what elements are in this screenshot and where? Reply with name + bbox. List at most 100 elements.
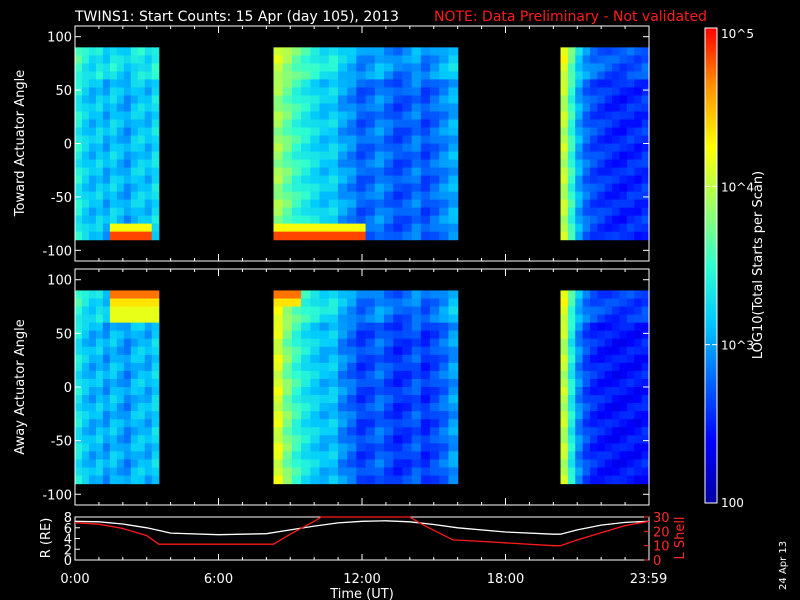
heatmap-cell [347, 119, 357, 129]
heatmap-cell [634, 322, 643, 332]
heatmap-cell [81, 387, 90, 396]
heatmap-cell [273, 475, 284, 485]
heatmap-cell [402, 175, 413, 185]
heatmap-cell [291, 475, 302, 485]
heatmap-cell [402, 467, 413, 477]
heatmap-cell [291, 306, 302, 316]
heatmap-cell [634, 223, 643, 233]
heatmap-cell [626, 175, 635, 185]
heatmap-cell [374, 191, 385, 201]
heatmap-cell [137, 362, 146, 372]
heatmap-cell [328, 403, 339, 412]
heatmap-cell [619, 451, 628, 461]
heatmap-cell [582, 159, 591, 169]
heatmap-cell [411, 175, 422, 185]
heatmap-cell [393, 298, 404, 308]
heatmap-cell [374, 111, 385, 121]
heatmap-cell [137, 191, 146, 201]
heatmap-cell [319, 370, 330, 380]
heatmap-cell [151, 183, 160, 193]
heatmap-cell [109, 298, 118, 308]
heatmap-cell [310, 435, 321, 444]
heatmap-cell [560, 111, 569, 121]
heatmap-cell [291, 135, 302, 145]
heatmap-cell [301, 403, 311, 412]
heatmap-cell [151, 443, 160, 452]
heatmap-cell [273, 63, 284, 72]
heatmap-cell [319, 443, 330, 452]
heatmap-cell [151, 159, 160, 169]
heatmap-cell [75, 419, 83, 428]
heatmap-cell [384, 330, 394, 340]
heatmap-cell [273, 183, 284, 193]
heatmap-cell [402, 55, 413, 64]
heatmap-cell [102, 63, 111, 72]
heatmap-cell [448, 443, 459, 452]
heatmap-cell [356, 338, 367, 348]
heatmap-cell [641, 79, 650, 89]
heatmap-cell [347, 111, 357, 121]
heatmap-cell [365, 71, 376, 81]
heatmap-cell [81, 87, 90, 97]
heatmap-cell [612, 387, 621, 396]
heatmap-cell [567, 55, 576, 64]
heatmap-cell [374, 63, 385, 72]
heatmap-cell [102, 103, 111, 113]
heatmap-cell [273, 419, 284, 428]
heatmap-cell [116, 71, 125, 81]
heatmap-cell [411, 95, 422, 105]
heatmap-cell [560, 378, 569, 388]
heatmap-cell [137, 207, 146, 217]
heatmap-cell [420, 427, 431, 436]
heatmap-cell [273, 71, 284, 81]
heatmap-cell [347, 127, 357, 137]
heatmap-cell [123, 338, 132, 348]
heatmap-cell [102, 467, 111, 477]
heatmap-cell [347, 378, 357, 388]
heatmap-cell [582, 175, 591, 185]
heatmap-cell [310, 346, 321, 356]
heatmap-cell [109, 215, 118, 225]
preliminary-note: NOTE: Data Preliminary - Not validated [434, 9, 707, 25]
heatmap-cell [273, 111, 284, 121]
heatmap-cell [590, 175, 598, 185]
heatmap-cell [641, 322, 650, 332]
heatmap-cell [365, 111, 376, 121]
heatmap-cell [102, 191, 111, 201]
heatmap-cell [337, 435, 348, 444]
heatmap-cell [310, 403, 321, 412]
heatmap-cell [612, 338, 621, 348]
heatmap-cell [347, 191, 357, 201]
heatmap-cell [337, 459, 348, 469]
heatmap-cell [402, 290, 413, 300]
heatmap-cell [590, 314, 598, 324]
heatmap-cell [626, 322, 635, 332]
heatmap-cell [365, 87, 376, 97]
heatmap-cell [109, 167, 118, 177]
heatmap-cell [604, 435, 613, 444]
orbit-left-axis-title: R (RE) [39, 518, 54, 559]
heatmap-cell [439, 55, 450, 64]
orbit-panel-frame [74, 516, 650, 561]
heatmap-cell [144, 95, 153, 105]
heatmap-cell [81, 435, 90, 444]
heatmap-cell [590, 306, 598, 316]
heatmap-cell [430, 47, 440, 56]
heatmap-cell [151, 95, 160, 105]
heatmap-cell [116, 183, 125, 193]
heatmap-cell [88, 191, 97, 201]
heatmap-cell [301, 231, 311, 241]
heatmap-cell [347, 223, 357, 233]
heatmap-cell [448, 346, 459, 356]
heatmap-cell [411, 451, 422, 461]
heatmap-cell [393, 370, 404, 380]
heatmap-cell [439, 330, 450, 340]
heatmap-cell [151, 215, 160, 225]
heatmap-cell [634, 298, 643, 308]
heatmap-cell [337, 95, 348, 105]
heatmap-cell [604, 183, 613, 193]
heatmap-cell [151, 298, 160, 308]
heatmap-cell [109, 199, 118, 209]
heatmap-cell [641, 443, 650, 452]
heatmap-cell [337, 199, 348, 209]
